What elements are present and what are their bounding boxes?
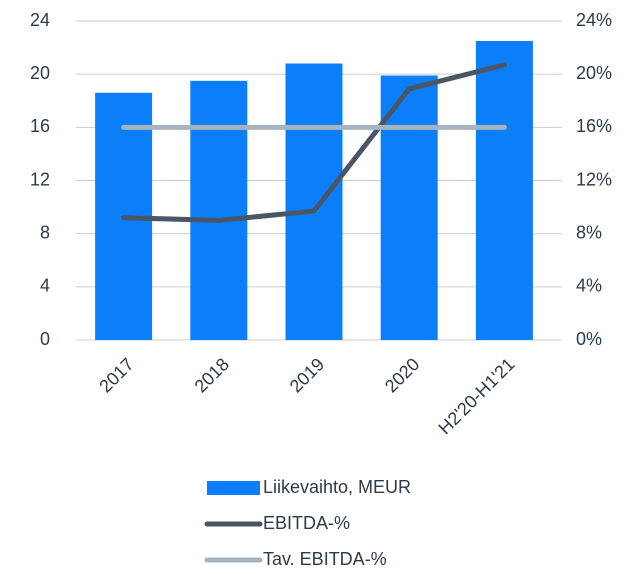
legend-label: Tav. EBITDA-% — [263, 549, 387, 569]
y2-tick-label: 12% — [576, 169, 612, 189]
y2-tick-label: 4% — [576, 276, 602, 296]
y2-tick-label: 0% — [576, 329, 602, 349]
bar — [190, 80, 248, 340]
x-tick-label: 2019 — [286, 354, 328, 396]
y2-tick-label: 8% — [576, 222, 602, 242]
y-tick-label: 0 — [40, 329, 50, 349]
y-tick-label: 4 — [40, 276, 50, 296]
y2-tick-label: 24% — [576, 10, 612, 30]
y-tick-label: 24 — [30, 10, 50, 30]
y-tick-label: 20 — [30, 63, 50, 83]
legend-label: EBITDA-% — [263, 513, 350, 533]
line — [121, 62, 507, 223]
y-tick-label: 16 — [30, 116, 50, 136]
x-tick-label: 2017 — [95, 354, 137, 396]
x-tick-label: H2'20-H1'21 — [434, 354, 518, 438]
x-tick-label: 2020 — [381, 354, 423, 396]
y-tick-label: 12 — [30, 169, 50, 189]
bar — [380, 75, 438, 340]
y-tick-label: 8 — [40, 222, 50, 242]
legend-label: Liikevaihto, MEUR — [263, 477, 411, 497]
y2-tick-label: 16% — [576, 116, 612, 136]
bar — [475, 40, 533, 340]
x-tick-label: 2018 — [191, 354, 233, 396]
bar — [285, 63, 343, 341]
y2-tick-label: 20% — [576, 63, 612, 83]
legend-swatch — [207, 481, 260, 495]
